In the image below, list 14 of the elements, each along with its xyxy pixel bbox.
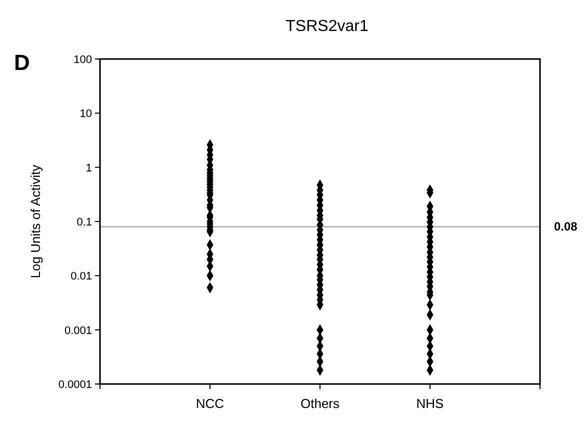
text: D bbox=[14, 50, 30, 75]
y-tick-label: 0.001 bbox=[64, 324, 92, 337]
y-tick-label: 0.0001 bbox=[58, 379, 92, 391]
x-tick-label: NCC bbox=[196, 396, 224, 411]
y-axis-title: Log Units of Activity bbox=[28, 164, 43, 278]
chart-title: TSRS2var1 bbox=[286, 18, 368, 35]
y-tick-label: 0.1 bbox=[76, 216, 92, 228]
x-tick-label: NHS bbox=[416, 396, 444, 411]
ref-line-label: 0.08 bbox=[554, 220, 578, 234]
y-tick-label: 1 bbox=[86, 162, 92, 174]
y-tick-label: 100 bbox=[74, 54, 92, 66]
x-tick-label: Others bbox=[300, 396, 340, 411]
y-tick-label: 0.01 bbox=[70, 270, 92, 283]
y-tick-label: 10 bbox=[80, 108, 92, 120]
